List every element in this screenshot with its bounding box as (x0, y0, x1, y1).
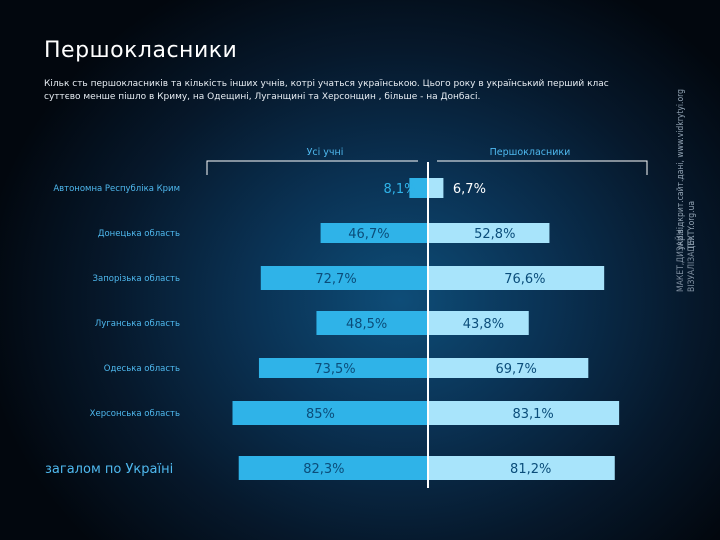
header-bracket-right (437, 160, 648, 175)
credits-label-1: МАКЕТ,ДИЗАЙН: (676, 226, 686, 292)
subtitle-line-1: Кільк сть першокласників та кількість ін… (44, 79, 609, 89)
value-label-all-students: 48,5% (346, 317, 387, 332)
value-label-first-graders: 81,2% (510, 462, 551, 477)
bar-first-graders (428, 311, 529, 335)
category-label: Одеська область (104, 364, 180, 374)
value-label-all-students: 46,7% (348, 227, 389, 242)
credits-value-1: укр.відкрит.сайт.дані, www.vidkrytyi.org (676, 89, 686, 250)
category-label: Донецька область (98, 229, 180, 239)
value-label-all-students: 72,7% (315, 272, 356, 287)
category-label: Херсонська область (90, 409, 180, 419)
category-label: Автономна Республіка Крим (53, 184, 180, 194)
value-label-all-students: 8,1% (383, 182, 416, 197)
value-label-first-graders: 52,8% (474, 227, 515, 242)
credits-label-2: ВІЗУАЛІЗАЦІЯ: (687, 235, 697, 292)
page-title: Першокласники (44, 38, 238, 63)
category-label: загалом по Україні (45, 462, 173, 477)
category-label: Луганська область (95, 319, 180, 329)
series-label-all-students: Усі учні (307, 147, 344, 158)
subtitle: Кільк сть першокласників та кількість ін… (44, 78, 664, 104)
bar-first-graders (428, 266, 605, 290)
bar-all-students (316, 311, 428, 335)
bar-all-students (409, 178, 428, 198)
bar-first-graders (428, 358, 589, 378)
bar-all-students (232, 401, 428, 425)
header-bracket-left (206, 160, 418, 175)
value-label-first-graders: 69,7% (496, 362, 537, 377)
value-label-all-students: 82,3% (303, 462, 344, 477)
value-label-all-students: 85% (306, 407, 335, 422)
bar-first-graders (428, 401, 620, 425)
value-label-first-graders: 43,8% (463, 317, 504, 332)
bar-first-graders (428, 223, 550, 243)
bar-all-students (260, 266, 428, 290)
value-label-first-graders: 83,1% (512, 407, 553, 422)
category-label: Запорізька область (93, 274, 180, 284)
credits-value-2: TEXTY.org.ua (687, 200, 697, 250)
bar-first-graders (428, 456, 615, 480)
subtitle-line-2: суттєво менше пішло в Криму, на Одещині,… (44, 92, 481, 102)
value-label-first-graders: 6,7% (453, 182, 486, 197)
bar-all-students (238, 456, 428, 480)
credits: МАКЕТ,ДИЗАЙН: укр.відкрит.сайт.дані, www.… (676, 89, 706, 292)
series-label-first-graders: Першокласники (490, 147, 571, 158)
value-label-all-students: 73,5% (314, 362, 355, 377)
value-label-first-graders: 76,6% (504, 272, 545, 287)
bar-all-students (320, 223, 428, 243)
bar-first-graders (428, 178, 444, 198)
bar-all-students (258, 358, 428, 378)
